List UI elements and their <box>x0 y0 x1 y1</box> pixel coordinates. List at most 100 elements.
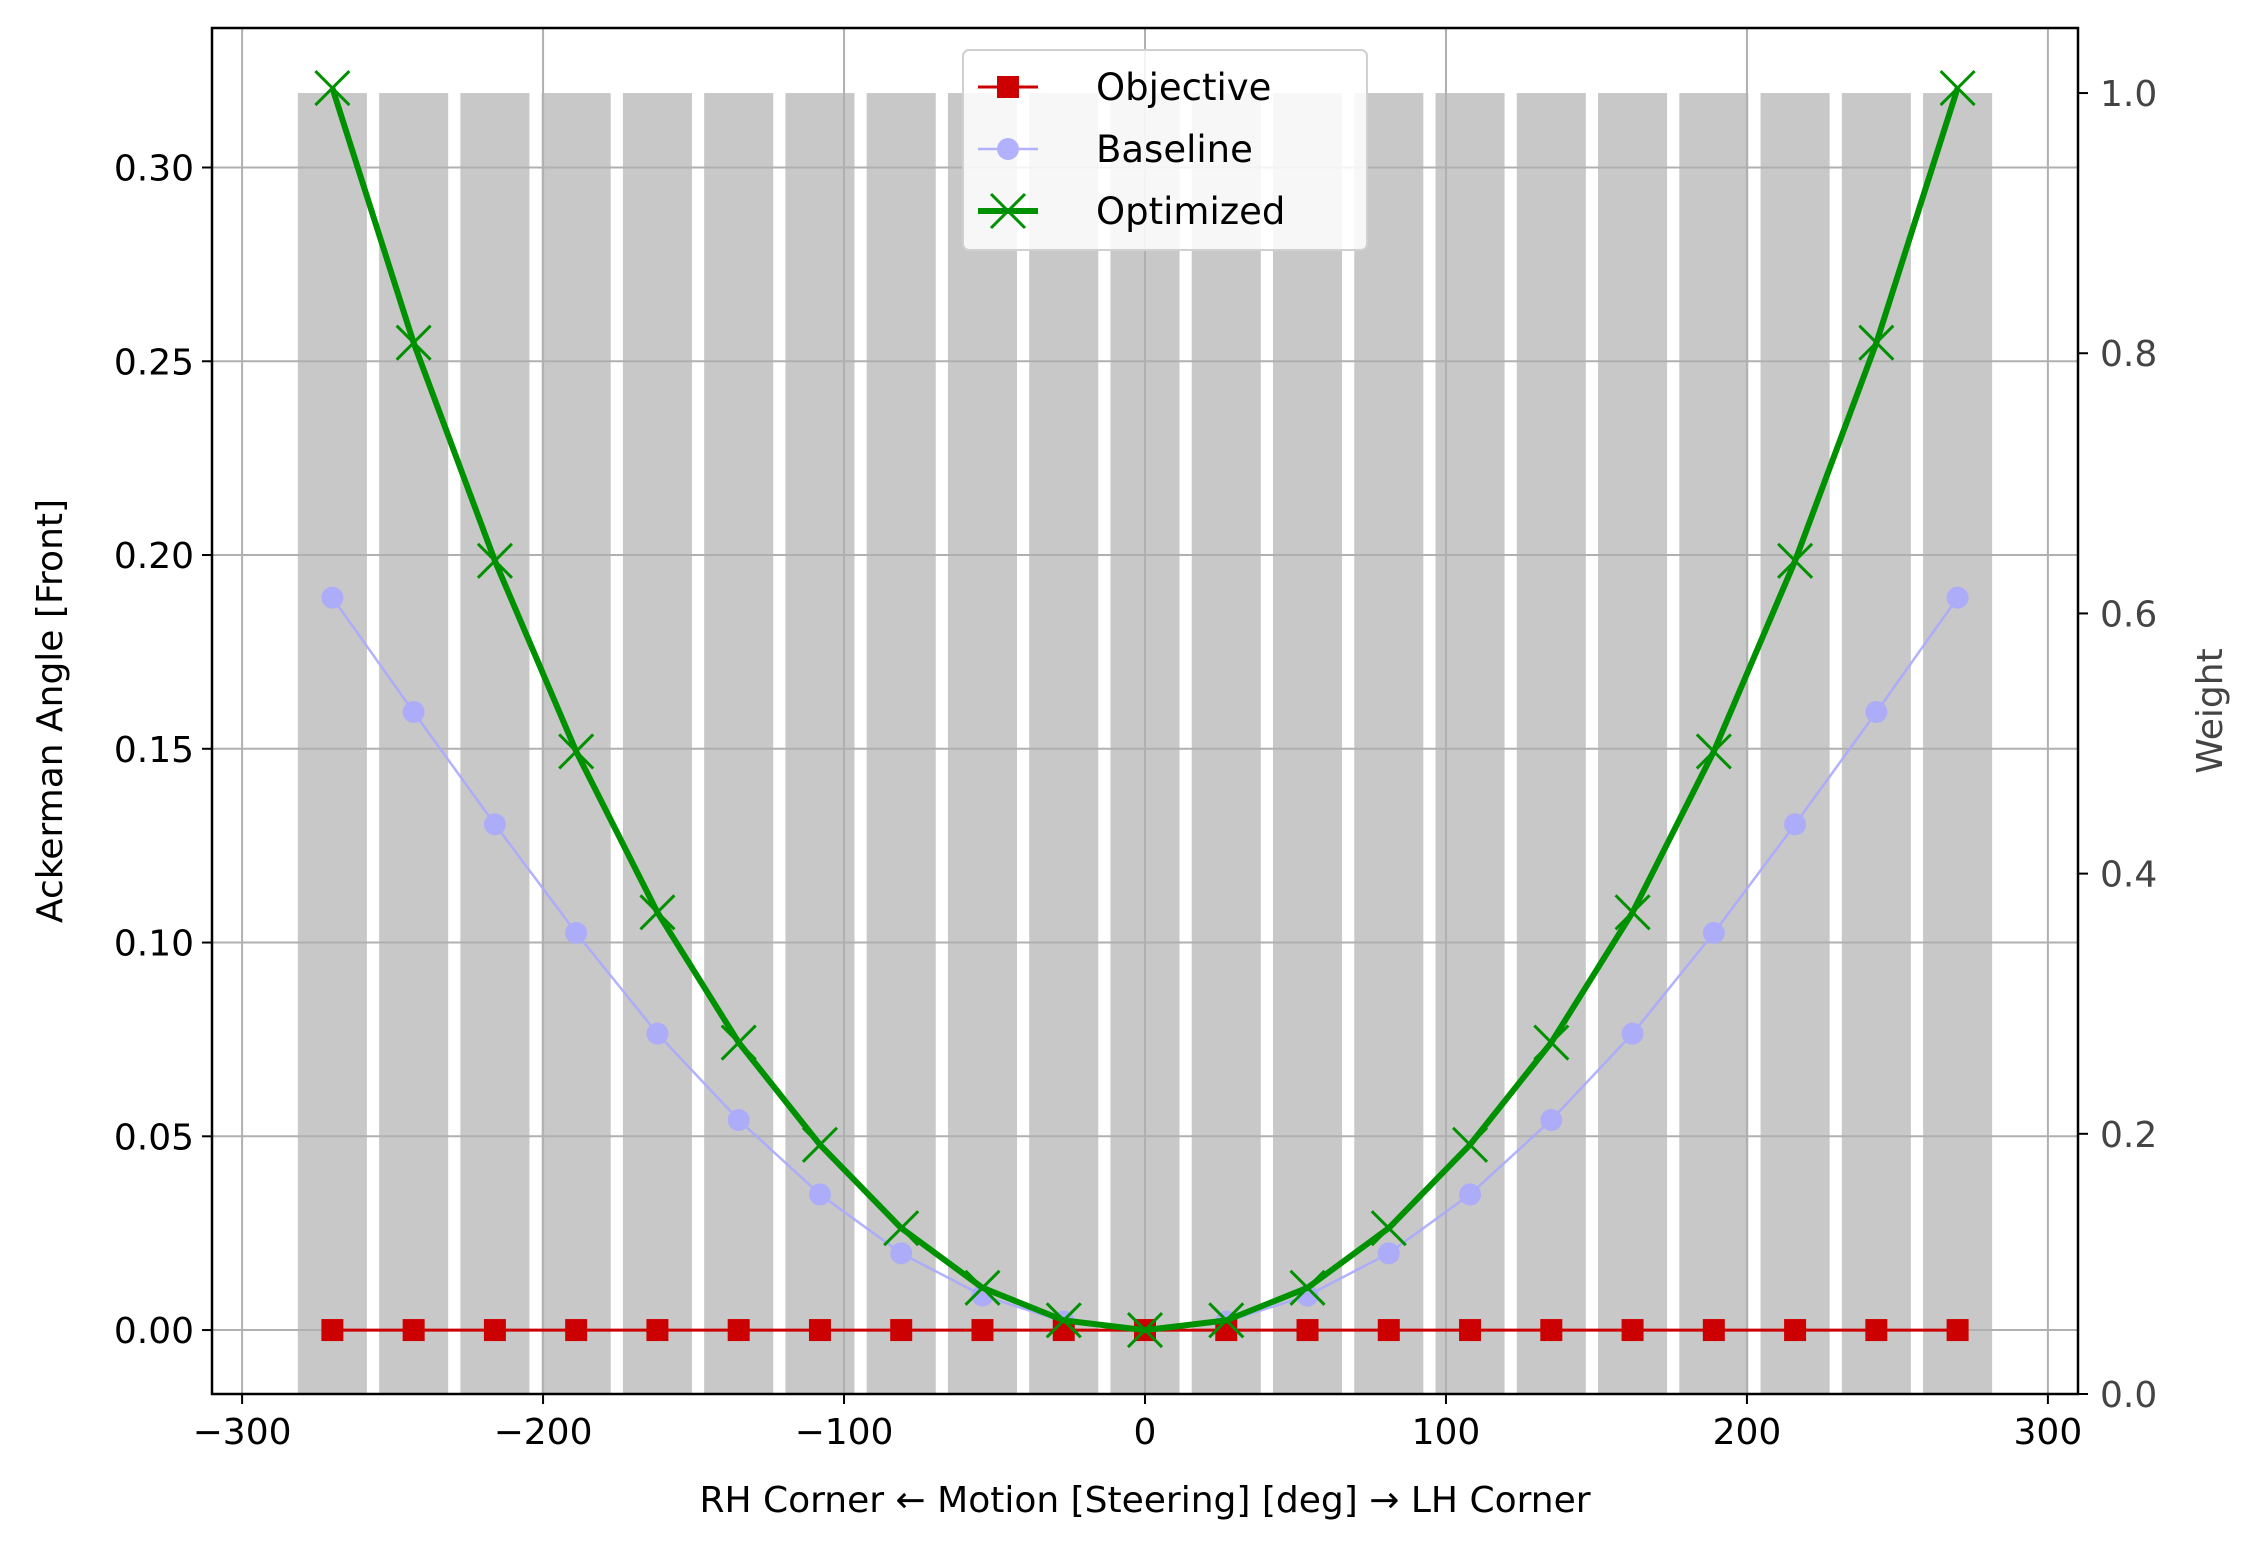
objective-marker <box>727 1319 750 1342</box>
y2-tick-label: 0.4 <box>2100 855 2157 896</box>
weight-bar <box>785 93 855 1395</box>
optimized-marker <box>801 1126 839 1163</box>
legend-marker <box>989 192 1027 230</box>
baseline-marker <box>1784 813 1807 836</box>
baseline-marker <box>727 1109 750 1132</box>
objective-marker <box>890 1319 913 1342</box>
baseline-marker <box>321 586 344 609</box>
optimized-marker <box>883 1210 920 1247</box>
optimized-marker <box>1939 70 1976 107</box>
baseline-marker <box>1621 1022 1644 1045</box>
objective-marker <box>565 1319 588 1342</box>
legend-swatch-baseline <box>978 138 1038 160</box>
optimized-marker <box>1208 1302 1245 1339</box>
x-tick-label: 100 <box>1412 1412 1481 1453</box>
optimized-marker <box>1451 1126 1489 1163</box>
objective-marker <box>808 1319 831 1342</box>
y-tick-label: 0.00 <box>114 1311 194 1352</box>
y2-tick-label: 0.6 <box>2100 594 2157 635</box>
optimized-marker <box>1858 324 1895 361</box>
baseline-marker <box>890 1242 913 1265</box>
optimized-marker <box>639 894 676 931</box>
objective-marker <box>1946 1319 1969 1342</box>
optimized-marker <box>1289 1269 1326 1306</box>
weight-bar <box>1272 93 1343 1395</box>
baseline-marker <box>402 700 425 723</box>
grid-lines <box>212 28 2078 1394</box>
x-tick-label: 300 <box>2014 1412 2083 1453</box>
legend-box <box>962 49 1368 251</box>
weight-bar <box>1679 93 1749 1395</box>
legend-marker <box>997 76 1019 98</box>
x-tick-label: −100 <box>795 1412 894 1453</box>
optimized-marker <box>1614 894 1651 931</box>
weight-bar <box>622 93 692 1395</box>
x-axis-ticks: −300 −200 −100 0 100 200 300 <box>193 1394 2083 1453</box>
optimized-marker <box>1533 1024 1570 1061</box>
optimized-marker <box>720 1024 757 1061</box>
objective-marker <box>1540 1319 1563 1342</box>
weight-bar <box>1435 93 1505 1395</box>
y2-axis-title: Weight <box>2190 648 2231 773</box>
y2-tick-label: 0.8 <box>2100 334 2157 375</box>
optimized-marker <box>964 1269 1001 1306</box>
y2-tick-label: 0.0 <box>2100 1375 2157 1416</box>
optimized-marker <box>1045 1302 1082 1339</box>
baseline-marker <box>1377 1242 1400 1265</box>
baseline-marker <box>646 1022 669 1045</box>
baseline-marker <box>808 1183 831 1206</box>
x-tick-label: 0 <box>1134 1412 1157 1453</box>
baseline-marker <box>1702 921 1725 944</box>
weight-bar <box>460 93 530 1395</box>
x-tick-label: −200 <box>494 1412 593 1453</box>
baseline-marker <box>1540 1109 1563 1132</box>
y-tick-label: 0.20 <box>114 536 194 577</box>
optimized-marker <box>395 324 432 361</box>
baseline-marker <box>483 813 506 836</box>
baseline-marker <box>565 921 588 944</box>
weight-bar <box>704 93 774 1395</box>
legend-label: Objective <box>1096 66 1271 109</box>
weight-bar <box>1191 93 1261 1395</box>
baseline-marker <box>1459 1183 1482 1206</box>
y-tick-label: 0.10 <box>114 924 194 965</box>
objective-marker <box>321 1319 344 1342</box>
baseline-marker <box>1865 700 1888 723</box>
optimized-marker <box>1126 1311 1164 1349</box>
legend-marker <box>997 138 1019 160</box>
weight-bar <box>297 93 367 1395</box>
optimized-marker <box>1695 733 1732 770</box>
y-tick-label: 0.25 <box>114 342 194 383</box>
weight-bar <box>866 93 936 1395</box>
weight-bar <box>1760 93 1830 1395</box>
objective-marker <box>1377 1319 1400 1342</box>
y2-tick-label: 1.0 <box>2100 74 2157 115</box>
series-objective <box>321 1319 1969 1342</box>
y-axis-ticks: 0.00 0.05 0.10 0.15 0.20 0.25 0.30 <box>114 149 212 1352</box>
objective-marker <box>402 1319 425 1342</box>
weight-bars <box>297 93 1993 1395</box>
x-tick-label: 200 <box>1713 1412 1782 1453</box>
optimized-marker <box>1777 542 1814 579</box>
objective-marker <box>1702 1319 1725 1342</box>
optimized-marker <box>558 733 595 770</box>
objective-marker <box>1784 1319 1807 1342</box>
optimized-marker <box>476 542 513 579</box>
weight-bar <box>947 93 1018 1395</box>
legend-swatch-objective <box>978 76 1038 98</box>
baseline-marker <box>1946 586 1969 609</box>
objective-marker <box>483 1319 506 1342</box>
legend-swatch-optimized <box>978 192 1038 230</box>
objective-marker <box>971 1319 994 1342</box>
objective-marker <box>646 1319 669 1342</box>
weight-bar <box>1354 93 1424 1395</box>
weight-bar <box>1029 93 1099 1395</box>
objective-marker <box>1621 1319 1644 1342</box>
y-tick-label: 0.30 <box>114 149 194 190</box>
y2-axis-ticks: 0.0 0.2 0.4 0.6 0.8 1.0 <box>2078 74 2157 1416</box>
weight-bar <box>1516 93 1586 1395</box>
objective-marker <box>1459 1319 1482 1342</box>
weight-bar <box>1598 93 1668 1395</box>
weight-bar <box>1923 93 1993 1395</box>
legend: Objective Baseline Optimized <box>962 49 1368 251</box>
